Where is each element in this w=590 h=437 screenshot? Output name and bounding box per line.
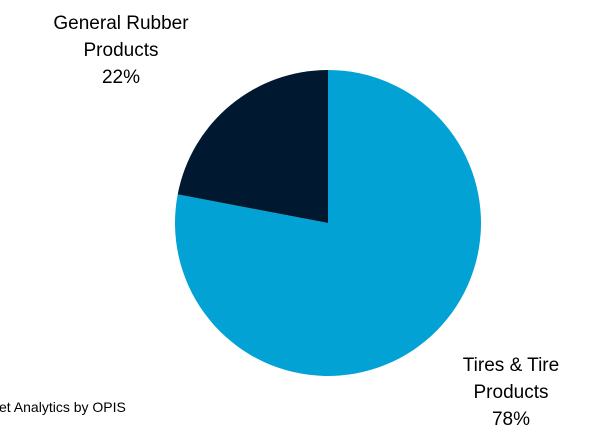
pie-slice-general-rubber [177, 69, 328, 224]
slice-label-general-rubber: General Rubber Products 22% [53, 13, 189, 88]
slice-value-general-rubber: 22% [102, 67, 140, 88]
pie-slice-tires [174, 70, 481, 376]
source-note: et Analytics by OPIS [0, 399, 126, 415]
slice-label-general-rubber-line-2: Products [84, 40, 159, 61]
slice-label-tires-line-2: Products [474, 382, 549, 403]
slice-label-tires: Tires & Tire Products 78% [463, 355, 559, 430]
slice-value-tires: 78% [492, 409, 530, 430]
slice-label-tires-line-1: Tires & Tire [463, 355, 559, 376]
slice-label-general-rubber-line-1: General Rubber [53, 13, 189, 34]
pie-slices [174, 69, 481, 376]
